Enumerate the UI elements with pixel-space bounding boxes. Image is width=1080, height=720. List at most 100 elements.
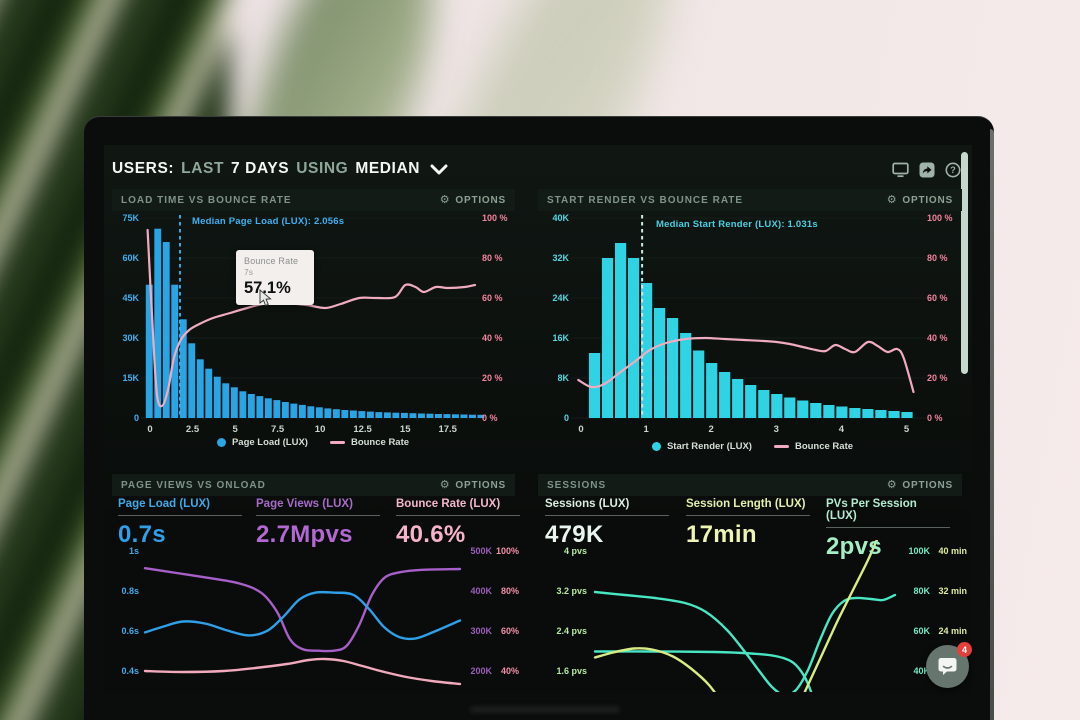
histogram-bar[interactable] [784, 397, 796, 419]
options-button[interactable]: ⚙ OPTIONS [439, 193, 506, 206]
histogram-bar[interactable] [641, 283, 653, 418]
options-button[interactable]: ⚙ OPTIONS [886, 478, 953, 491]
histogram-bar[interactable] [307, 406, 315, 418]
histogram-bar[interactable] [680, 333, 692, 418]
metric-label: Page Load (LUX) [118, 498, 242, 516]
histogram-bar[interactable] [667, 318, 679, 418]
histogram-bar[interactable] [443, 414, 451, 418]
histogram-bar[interactable] [706, 363, 718, 418]
series-line[interactable] [143, 590, 462, 641]
histogram-bar[interactable] [264, 398, 272, 418]
axis-tick-label: 300K [470, 626, 492, 636]
histogram-bar[interactable] [888, 411, 900, 418]
metric-value: 40.6% [396, 521, 466, 548]
chat-widget-button[interactable]: 4 [926, 642, 972, 688]
metric-session-length: Session Length (LUX) 17min [686, 498, 810, 549]
options-button[interactable]: ⚙ OPTIONS [886, 193, 953, 206]
histogram-bar[interactable] [654, 308, 666, 418]
share-icon[interactable] [918, 161, 935, 178]
histogram-bar[interactable] [145, 284, 153, 418]
histogram-bar[interactable] [719, 372, 731, 418]
histogram-bar[interactable] [290, 403, 298, 418]
histogram-bar[interactable] [324, 408, 332, 418]
axis-tick-label: 0 [134, 413, 139, 423]
series-line[interactable] [143, 657, 462, 686]
histogram-bar[interactable] [222, 383, 230, 418]
histogram-bar[interactable] [332, 409, 340, 418]
histogram-bar[interactable] [426, 413, 434, 418]
histogram-bar[interactable] [401, 412, 408, 418]
start-render-chart[interactable]: 40K 32K 24K 16K 8K 0 100 % 80 % 60 % 40 % 20 % 0 % 0… [540, 210, 965, 460]
axis-tick-label: 24 min [938, 626, 967, 636]
histogram-bar[interactable] [281, 402, 289, 418]
histogram-bar[interactable] [477, 414, 485, 418]
histogram-bar[interactable] [188, 343, 196, 418]
histogram-bar[interactable] [797, 400, 809, 419]
histogram-bar[interactable] [771, 394, 783, 418]
load-time-chart[interactable]: 75K 60K 45K 30K 15K 0 100 % 80 % 60 % 40 % 20 % 0 %… [108, 210, 518, 460]
median-annotation: Median Start Render (LUX): 1.031s [656, 219, 818, 230]
axis-tick-label: 100 % [927, 213, 953, 223]
histogram-bar[interactable] [836, 406, 848, 419]
histogram-bar[interactable] [810, 403, 822, 418]
histogram-bar[interactable] [758, 390, 770, 418]
histogram-bar[interactable] [615, 243, 627, 418]
histogram-bar[interactable] [460, 414, 468, 419]
histogram-bar[interactable] [179, 319, 187, 418]
histogram-bar[interactable] [435, 414, 442, 418]
histogram-bar[interactable] [901, 412, 913, 418]
options-button[interactable]: ⚙ OPTIONS [439, 478, 506, 491]
legend-item[interactable]: Start Render (LUX) [651, 441, 752, 452]
histogram-bar[interactable] [469, 414, 476, 418]
histogram-bar[interactable] [239, 391, 247, 418]
histogram-bar[interactable] [875, 410, 887, 418]
histogram-bar[interactable] [862, 409, 874, 418]
histogram-bar[interactable] [392, 412, 400, 418]
legend-item[interactable]: Bounce Rate [773, 441, 853, 452]
histogram-bar[interactable] [213, 376, 221, 418]
histogram-bar[interactable] [230, 387, 238, 418]
histogram-bar[interactable] [383, 412, 391, 418]
legend-item[interactable]: Bounce Rate [329, 437, 409, 448]
histogram-bar[interactable] [162, 242, 170, 418]
histogram-bar[interactable] [273, 400, 281, 418]
histogram-bar[interactable] [823, 405, 835, 418]
series-line[interactable] [143, 567, 462, 653]
histogram-bar[interactable] [205, 368, 213, 418]
histogram-bar[interactable] [366, 411, 374, 418]
series-line[interactable] [593, 590, 897, 692]
histogram-bar[interactable] [315, 407, 323, 418]
legend-item[interactable]: Page Load (LUX) [216, 437, 308, 448]
histogram-bar[interactable] [154, 228, 162, 418]
histogram-bar[interactable] [298, 404, 306, 418]
histogram-bar[interactable] [349, 410, 357, 419]
histogram-bar[interactable] [849, 408, 861, 418]
histogram-bar[interactable] [452, 414, 459, 418]
page-views-chart[interactable]: 1s 0.8s 0.6s 0.4s 500K 400K 300K 200K 100% 80% 60%… [108, 540, 520, 692]
legend-line-icon [773, 445, 789, 448]
histogram-bar[interactable] [732, 379, 744, 418]
sessions-chart[interactable]: 4 pvs 3.2 pvs 2.4 pvs 1.6 pvs 100K 80K 60K 40K 4… [538, 540, 968, 692]
series-line[interactable] [593, 650, 823, 692]
histogram-bar[interactable] [745, 385, 757, 418]
series-line[interactable] [593, 540, 880, 692]
metric-page-views: Page Views (LUX) 2.7Mpvs [256, 498, 380, 549]
chevron-down-icon[interactable] [430, 164, 448, 175]
help-icon[interactable]: ? [944, 161, 961, 178]
histogram-bar[interactable] [196, 359, 204, 418]
scrollbar[interactable] [961, 152, 968, 374]
histogram-bar[interactable] [409, 413, 417, 418]
histogram-bar[interactable] [247, 394, 255, 418]
histogram-bar[interactable] [256, 396, 264, 418]
histogram-bar[interactable] [375, 412, 383, 418]
histogram-bar[interactable] [358, 411, 366, 418]
histogram-bar[interactable] [341, 410, 349, 418]
series-line[interactable] [577, 336, 915, 394]
histogram-bar[interactable] [601, 258, 614, 418]
histogram-bar[interactable] [628, 258, 640, 418]
page-title[interactable]: USERS: LAST 7 DAYS USING MEDIAN [112, 157, 448, 181]
histogram-bar[interactable] [693, 350, 705, 419]
histogram-bar[interactable] [418, 413, 425, 419]
monitor-icon[interactable] [892, 161, 909, 178]
histogram-bar[interactable] [588, 353, 601, 418]
